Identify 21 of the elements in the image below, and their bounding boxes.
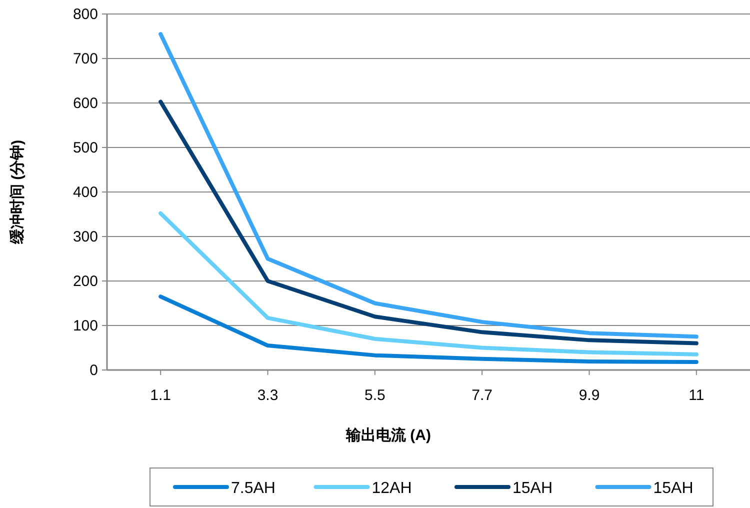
legend-label: 12AH [372, 480, 412, 497]
x-tick-label: 3.3 [257, 387, 278, 404]
y-tick-label: 0 [90, 362, 98, 379]
y-tick-label: 200 [72, 273, 98, 290]
y-axis-title: 缓冲时间 (分钟) [9, 140, 26, 246]
y-tick-label: 500 [72, 140, 98, 156]
y-tick-label: 800 [72, 6, 98, 23]
y-tick-label: 100 [72, 318, 98, 334]
x-tick-label: 5.5 [364, 387, 386, 404]
legend-label: 7.5AH [231, 480, 276, 497]
x-tick-label: 1.1 [150, 387, 172, 404]
legend-label: 15AH [512, 480, 553, 497]
x-tick-label: 7.7 [472, 387, 493, 404]
x-tick-label: 9.9 [578, 387, 600, 404]
x-tick-label: 11 [688, 387, 704, 404]
x-axis-title: 输出电流 (A) [345, 426, 431, 444]
y-tick-label: 600 [72, 95, 98, 112]
y-tick-label: 700 [72, 50, 98, 68]
y-tick-label: 300 [72, 228, 98, 246]
y-tick-label: 400 [72, 184, 98, 201]
legend-label: 15AH [653, 480, 694, 497]
